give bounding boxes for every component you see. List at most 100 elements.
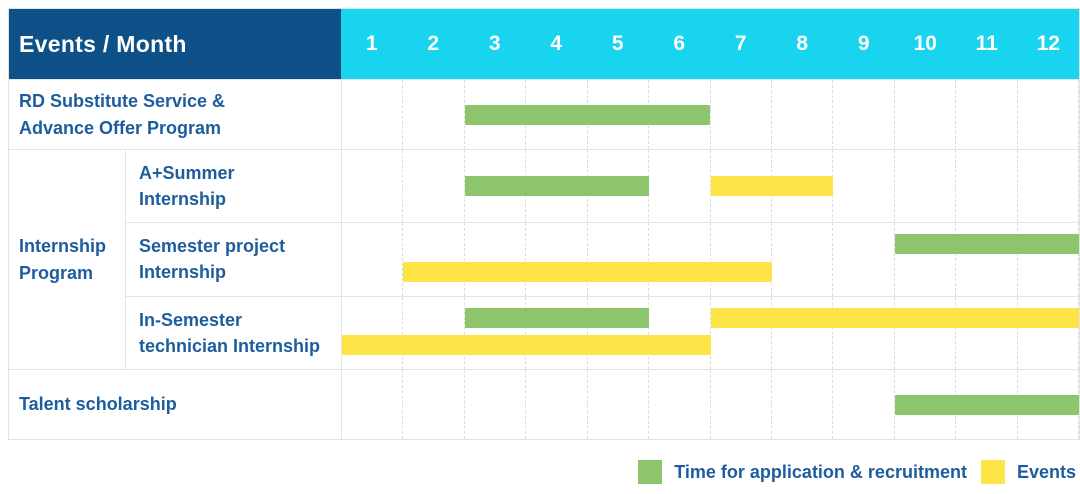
gantt-group-row: Internship Program A+Summer Internship Sem… [9, 149, 1080, 369]
grid-cell [711, 223, 772, 296]
grid-cell [772, 80, 834, 149]
gantt-row: RD Substitute Service & Advance Offer Pr… [9, 79, 1080, 149]
grid-cell [833, 150, 895, 223]
grid-cell [342, 223, 404, 296]
grid-cell [403, 80, 465, 149]
legend-item: Events [980, 460, 1076, 484]
row-label: Semester project Internship [125, 223, 341, 296]
gantt-row: A+Summer Internship [125, 150, 1080, 223]
grid-cell [465, 370, 527, 439]
month-header: 1 2 3 4 5 6 7 8 9 10 11 12 [341, 9, 1079, 79]
grid-cell [772, 296, 834, 369]
month-label: 4 [550, 32, 563, 55]
gantt-row: In-Semester technician Internship [125, 295, 1080, 369]
grid-cell [649, 80, 711, 149]
grid-cell [649, 150, 711, 223]
grid-cell [833, 80, 895, 149]
legend-item: Time for application & recruitment [638, 460, 967, 484]
grid-cell [711, 80, 772, 149]
gantt-bar-application [894, 394, 1079, 415]
month-label: 8 [796, 32, 809, 55]
header-title: Events / Month [9, 9, 341, 79]
grid-cell [833, 370, 895, 439]
grid-cell [956, 296, 1018, 369]
grid-cell [342, 80, 404, 149]
grid-cell [1018, 150, 1080, 223]
grid-cell [403, 296, 465, 369]
legend-label: Time for application & recruitment [674, 461, 967, 482]
month-grid [341, 296, 1080, 369]
grid-cell [895, 223, 957, 296]
grid-cell [649, 223, 711, 296]
gantt-row: Talent scholarship [9, 369, 1080, 439]
grid-cell [649, 370, 711, 439]
row-label: A+Summer Internship [125, 150, 341, 223]
grid-cell [342, 296, 404, 369]
gantt-bar-application [464, 176, 650, 197]
gantt-header-row: Events / Month 1 2 3 4 5 6 7 8 9 10 11 12 [9, 9, 1079, 79]
grid-cell [403, 150, 465, 223]
legend-swatch-event [980, 460, 1005, 484]
month-grid [341, 150, 1080, 223]
gantt-row: Semester project Internship [125, 222, 1080, 296]
month-label: 5 [611, 32, 624, 55]
grid-cell [526, 296, 588, 369]
grid-cell [649, 296, 711, 369]
grid-cell [403, 223, 465, 296]
grid-cell [588, 223, 650, 296]
gantt-bar-application [894, 234, 1079, 255]
row-label: RD Substitute Service & Advance Offer Pr… [19, 91, 226, 138]
gantt-bar-event [403, 261, 772, 282]
month-grid [341, 370, 1080, 439]
grid-cell [833, 223, 895, 296]
month-label: 11 [975, 32, 998, 55]
grid-cell [772, 223, 834, 296]
month-grid [341, 223, 1080, 296]
grid-cell [465, 296, 527, 369]
legend: Time for application & recruitment Events [638, 460, 1076, 484]
gantt-table: Events / Month 1 2 3 4 5 6 7 8 9 10 11 12 RD Substi… [8, 8, 1080, 440]
gantt-bar-application [464, 307, 650, 328]
grid-cell [1018, 296, 1080, 369]
month-label: 3 [488, 32, 501, 55]
grid-cell [588, 370, 650, 439]
month-label: 2 [427, 32, 440, 55]
group-subrows: A+Summer Internship Semester project Inte… [125, 150, 1080, 369]
grid-cell [342, 370, 404, 439]
legend-label: Events [1016, 461, 1076, 482]
grid-cell [711, 370, 772, 439]
grid-cell [711, 296, 772, 369]
grid-cell [833, 296, 895, 369]
grid-cell [956, 150, 1018, 223]
month-label: 7 [734, 32, 747, 55]
grid-cell [956, 223, 1018, 296]
month-label: 1 [365, 32, 378, 55]
month-grid [341, 80, 1080, 149]
month-label: 12 [1036, 32, 1060, 55]
grid-cell [895, 80, 957, 149]
grid-cell [895, 296, 957, 369]
row-label: Talent scholarship [19, 394, 177, 415]
grid-cell [956, 80, 1018, 149]
gantt-bar-event [710, 176, 834, 197]
grid-cell [526, 370, 588, 439]
group-label: Internship Program [19, 236, 107, 283]
grid-cell [526, 223, 588, 296]
gantt-bar-event [710, 307, 1079, 328]
gantt-bar-application [464, 104, 711, 125]
gantt-bar-event [342, 334, 711, 355]
grid-cell [465, 223, 527, 296]
grid-cell [1018, 223, 1080, 296]
month-label: 6 [673, 32, 686, 55]
grid-cell [1018, 80, 1080, 149]
grid-cell [588, 296, 650, 369]
legend-swatch-application [638, 460, 663, 484]
row-label: In-Semester technician Internship [125, 296, 341, 369]
gantt-body: RD Substitute Service & Advance Offer Pr… [9, 79, 1080, 439]
month-label: 9 [857, 32, 870, 55]
grid-cell [772, 370, 834, 439]
month-label: 10 [913, 32, 937, 55]
grid-cell [403, 370, 465, 439]
grid-cell [895, 150, 957, 223]
